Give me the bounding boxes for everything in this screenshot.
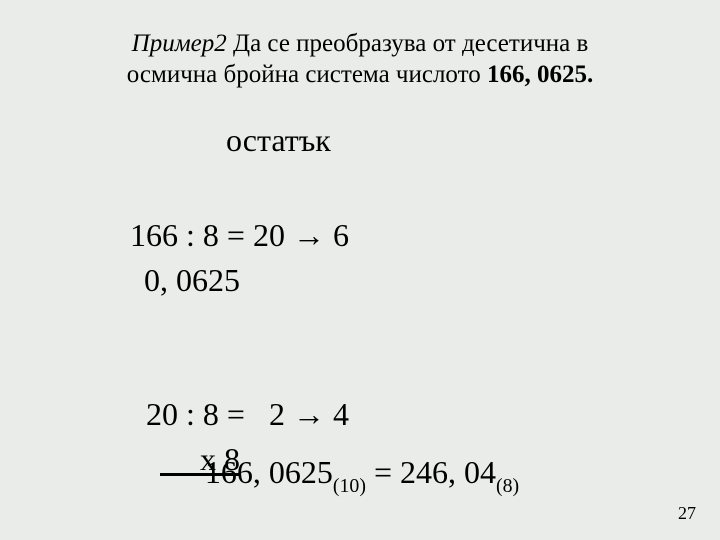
frac-row1: 0, 0625 [130,258,380,303]
title-number-bold: 166, 0625. [487,61,593,88]
slide-title: Пример2 Да се преобразува от десетична в… [80,28,640,91]
final-eq: = 246, 04 [366,454,496,490]
int-div-row2: 20 : 8 = 2 → 4 [130,392,390,437]
final-sub1: (10) [333,475,366,497]
slide: Пример2 Да се преобразува от десетична в… [0,0,720,540]
final-result: 166, 0625(10) = 246, 04(8) [82,454,642,496]
remainder-label: остатък [226,122,331,159]
calc-row-1: 166 : 8 = 20 → 6 0, 0625 [82,168,390,347]
calc-row-3: 2 : 8 = 0 → 2 0, 5000 [82,526,390,540]
title-text-line2a: осмична бройна система числото [127,61,487,88]
title-text-line1: Да се преобразува от десетична в [227,30,589,57]
calc-row-2: 20 : 8 = 2 → 4 x 8 [82,347,390,526]
final-sub2: (8) [496,475,519,497]
page-number: 27 [678,503,696,524]
frac-r1-val: 0, 0625 [130,258,240,303]
final-a: 166, 0625 [205,454,333,490]
title-example-label: Пример2 [132,30,227,57]
int-div-row1: 166 : 8 = 20 → 6 [130,213,390,258]
